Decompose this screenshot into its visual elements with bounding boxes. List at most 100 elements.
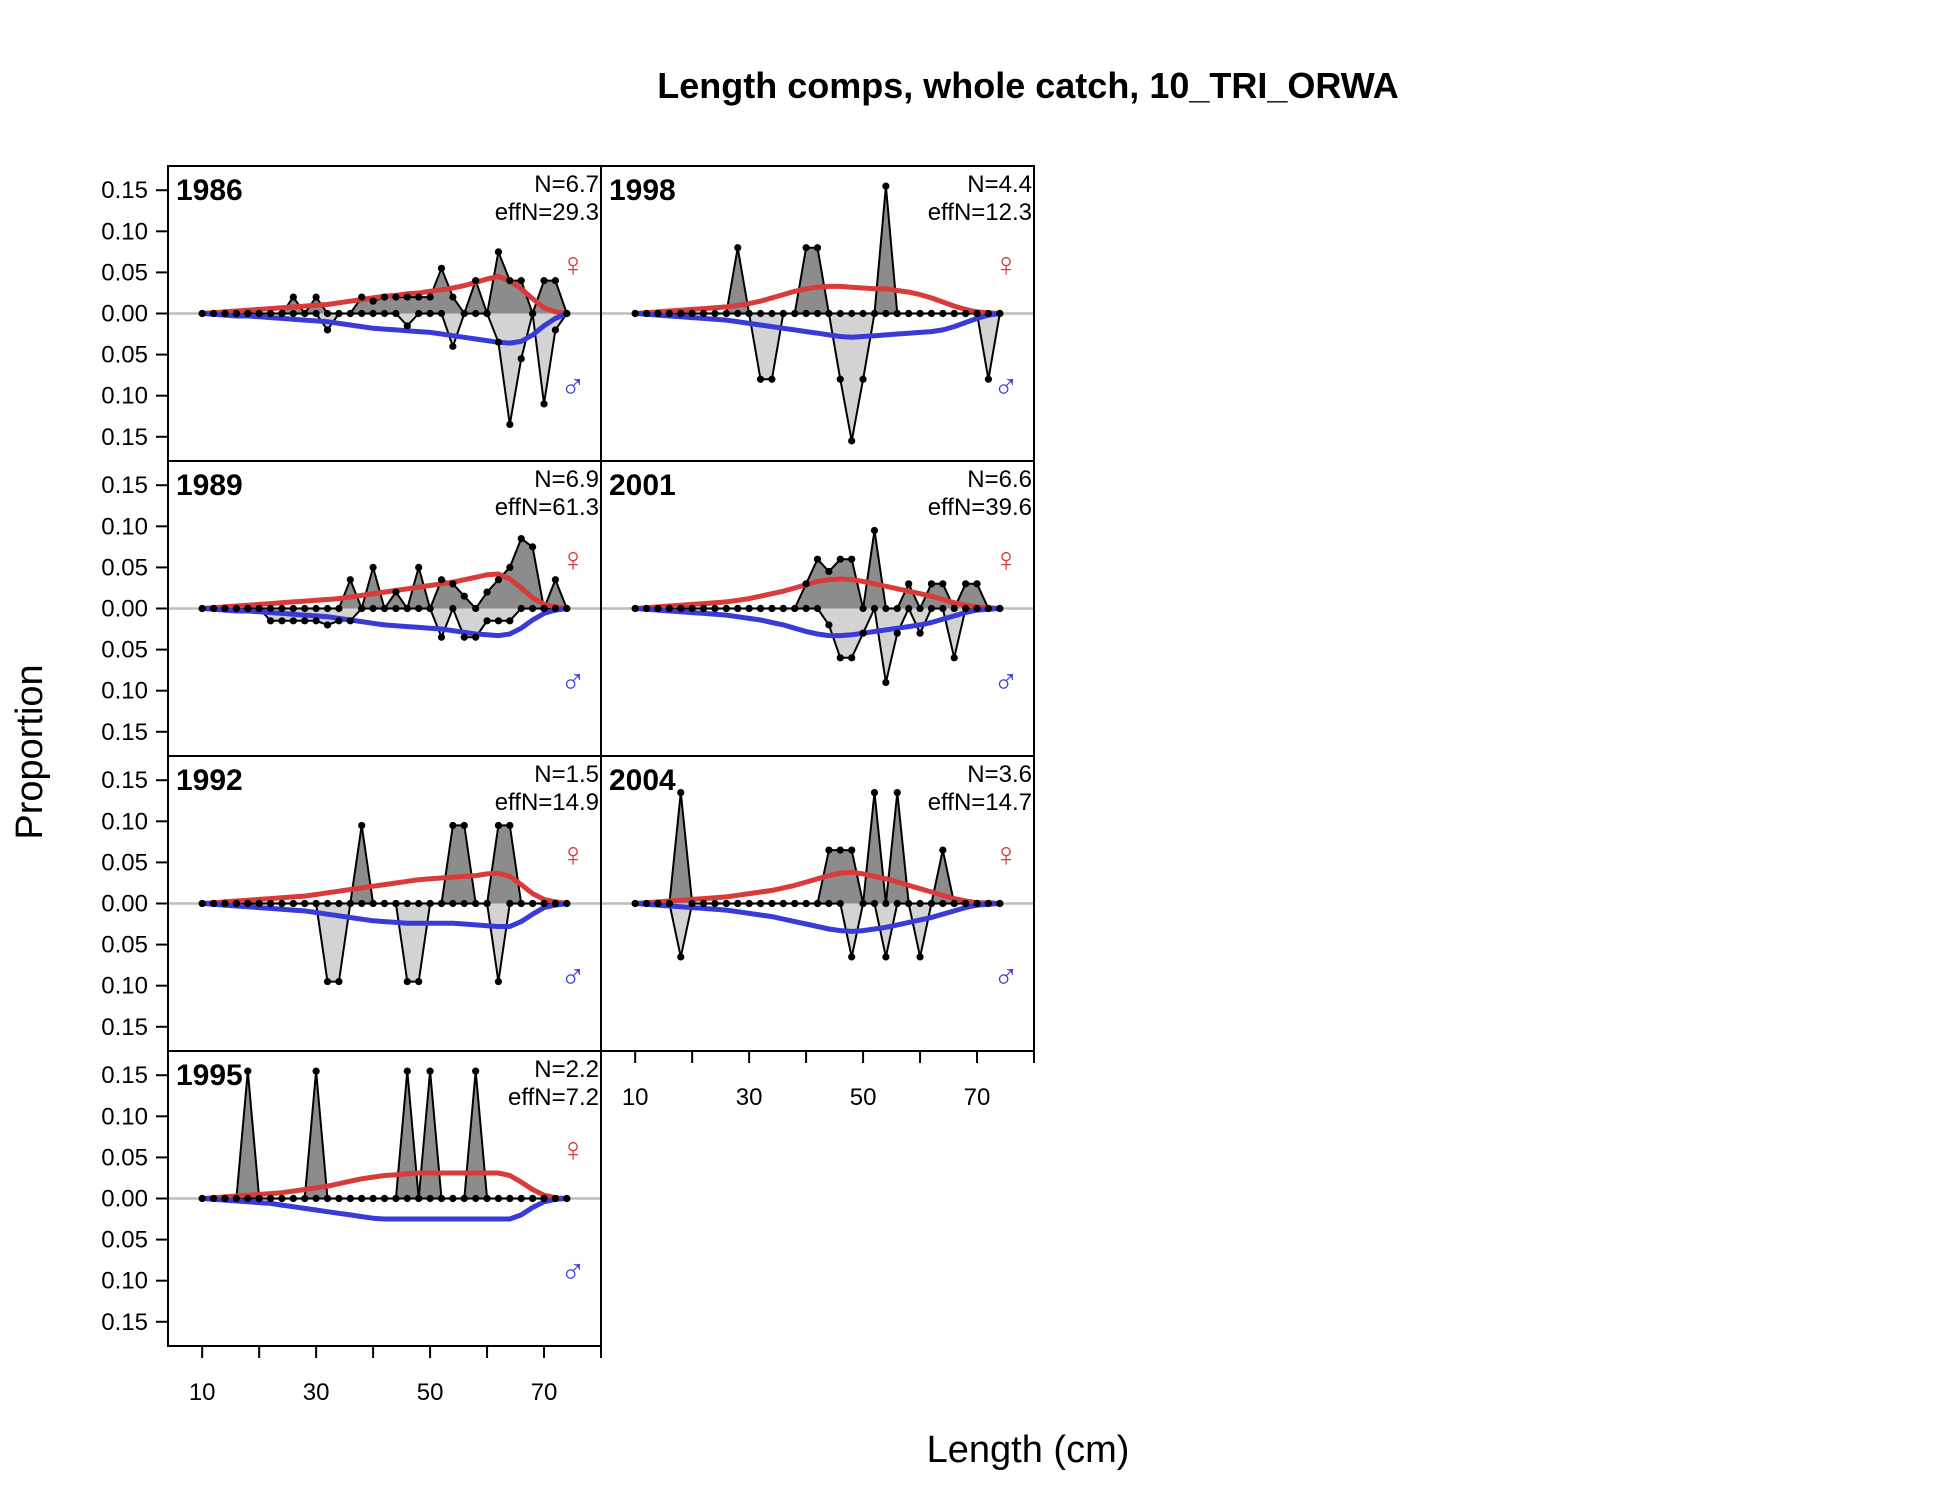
panel-year-label: 2004: [609, 764, 676, 797]
male-observed-point: [278, 1194, 286, 1203]
male-observed-point: [358, 899, 366, 908]
male-observed-point: [836, 654, 844, 662]
male-observed-point: [301, 309, 309, 318]
male-symbol-icon: ♂: [993, 663, 1019, 701]
male-observed-point: [255, 1194, 263, 1203]
x-tick-label: 50: [417, 1379, 444, 1406]
male-observed-point: [996, 309, 1004, 318]
female-observed-point: [494, 576, 503, 584]
male-symbol-icon: ♂: [993, 958, 1019, 996]
male-observed-point: [859, 629, 867, 637]
female-observed-point: [517, 277, 525, 285]
y-tick-label: 0.05: [101, 1227, 148, 1254]
female-observed-point: [677, 788, 685, 797]
male-expected-line: [202, 311, 568, 346]
female-observed-point: [369, 563, 377, 572]
male-observed-point: [483, 617, 491, 625]
female-observed-point: [939, 580, 947, 588]
female-observed-point: [893, 604, 901, 613]
male-observed-point: [437, 633, 446, 641]
male-observed-point: [266, 899, 275, 908]
female-expected-line: [202, 870, 568, 906]
male-observed-point: [756, 899, 765, 908]
female-observed-point: [415, 293, 423, 301]
male-observed-point: [209, 1194, 218, 1203]
female-observed-point: [449, 821, 457, 830]
male-observed-line: [202, 902, 567, 983]
male-observed-point: [540, 604, 548, 613]
male-observed-point: [358, 604, 366, 613]
male-observed-point: [563, 604, 571, 613]
male-observed-point: [540, 400, 548, 408]
male-observed-point: [301, 899, 309, 908]
female-observed-point: [551, 576, 560, 584]
female-observed-point: [403, 899, 411, 908]
female-observed-point: [870, 788, 879, 797]
male-observed-point: [380, 309, 389, 318]
male-observed-point: [540, 899, 548, 908]
male-observed-point: [506, 617, 514, 625]
female-observed-point: [449, 580, 457, 588]
male-observed-point: [711, 899, 719, 908]
female-observed-point: [301, 604, 309, 613]
y-tick-label: 0.10: [101, 678, 148, 705]
female-observed-point: [472, 1067, 480, 1075]
male-observed-point: [631, 604, 639, 613]
x-tick-label: 30: [736, 1084, 763, 1111]
y-tick-label: 0.05: [101, 637, 148, 664]
female-observed-area: [635, 530, 1000, 609]
female-observed-point: [312, 1067, 320, 1075]
male-observed-point: [244, 604, 252, 613]
female-observed-point: [289, 293, 297, 301]
male-observed-point: [916, 309, 924, 318]
female-observed-point: [905, 580, 913, 588]
male-observed-point: [517, 899, 525, 908]
male-observed-point: [517, 1194, 525, 1203]
male-observed-point: [278, 309, 286, 318]
male-observed-point: [996, 899, 1004, 908]
male-observed-point: [426, 899, 434, 908]
male-observed-point: [426, 1194, 434, 1203]
chart-title: Length comps, whole catch, 10_TRI_ORWA: [657, 65, 1398, 106]
female-observed-point: [517, 535, 525, 543]
male-observed-point: [472, 309, 480, 318]
male-observed-point: [529, 1194, 537, 1203]
female-observed-point: [836, 309, 844, 318]
y-tick-label: 0.15: [101, 719, 148, 746]
panel-year-label: 1998: [609, 174, 676, 207]
x-tick-label: 10: [622, 1084, 649, 1111]
male-observed-point: [266, 617, 275, 625]
female-observed-area: [635, 792, 1000, 904]
female-observed-point: [323, 309, 332, 318]
male-observed-point: [369, 1194, 377, 1203]
female-observed-point: [859, 604, 867, 613]
male-observed-point: [529, 309, 537, 318]
male-symbol-icon: ♂: [560, 1253, 586, 1291]
female-observed-point: [472, 277, 480, 285]
female-observed-point: [426, 293, 434, 301]
x-tick-label: 50: [850, 1084, 877, 1111]
male-symbol-icon: ♂: [560, 958, 586, 996]
female-observed-point: [415, 899, 423, 908]
male-observed-point: [289, 1194, 297, 1203]
female-observed-point: [848, 309, 856, 318]
male-observed-point: [244, 899, 252, 908]
female-observed-point: [813, 555, 822, 563]
male-observed-point: [813, 899, 822, 908]
male-observed-point: [642, 309, 651, 318]
female-expected-line: [635, 869, 1000, 906]
y-tick-label: 0.15: [101, 177, 148, 204]
male-symbol-icon: ♂: [560, 663, 586, 701]
y-tick-label: 0.00: [101, 301, 148, 328]
female-observed-point: [973, 580, 981, 588]
male-observed-point: [312, 1194, 320, 1203]
male-observed-point: [927, 604, 936, 613]
panel-n-label: N=6.7: [534, 171, 599, 198]
male-observed-point: [996, 604, 1004, 613]
male-observed-point: [973, 309, 981, 318]
male-expected-line: [635, 901, 1000, 934]
male-observed-point: [711, 309, 719, 318]
male-observed-point: [779, 899, 787, 908]
x-tick-label: 10: [189, 1379, 216, 1406]
female-observed-point: [415, 563, 423, 572]
